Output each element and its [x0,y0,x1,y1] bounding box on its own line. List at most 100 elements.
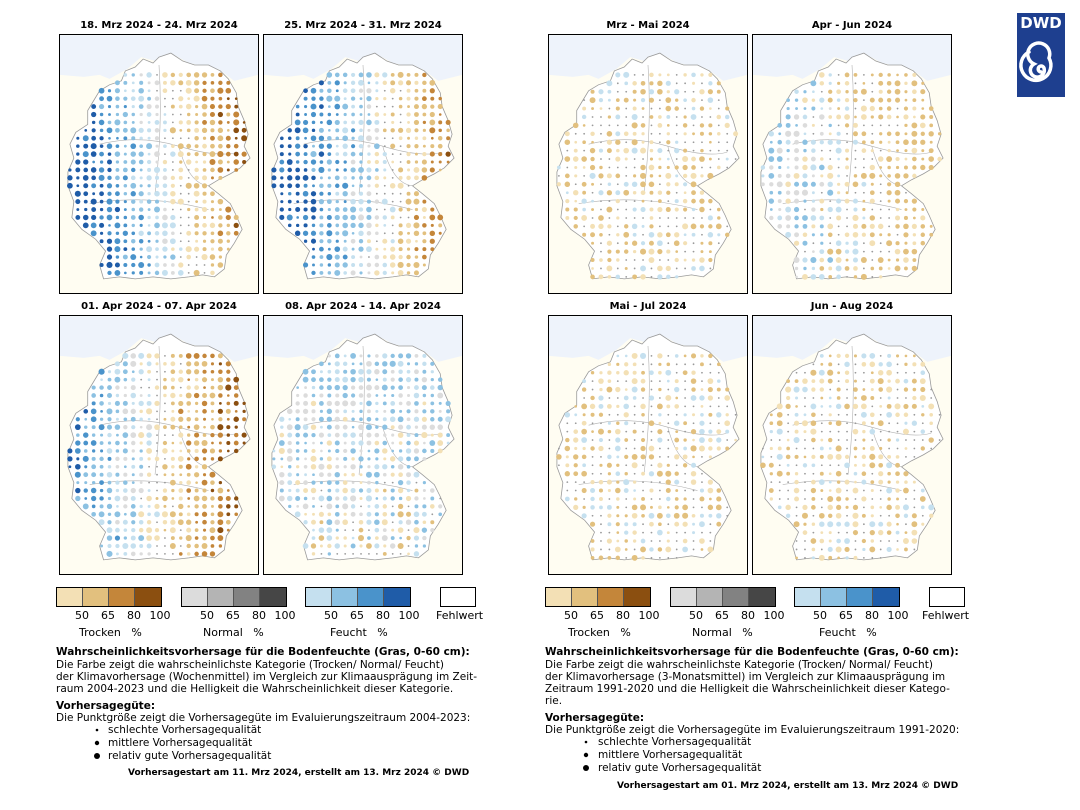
grid-point [582,207,586,212]
grid-point [107,270,112,276]
grid-point [114,495,121,502]
grid-point [819,131,824,136]
grid-point [573,504,579,510]
grid-point [904,90,908,94]
grid-point [397,464,404,470]
grid-point [169,127,176,134]
grid-point [326,527,333,534]
grid-point [786,471,791,476]
grid-point [811,463,816,468]
grid-point [131,528,136,533]
grid-point [312,263,315,267]
grid-point [186,472,191,477]
grid-point [590,446,595,451]
grid-point [375,89,379,93]
grid-point [107,456,112,461]
grid-point [319,223,324,228]
grid-point [82,175,89,181]
grid-point [844,370,850,375]
grid-point [768,172,775,179]
grid-point [406,424,411,430]
grid-point [195,256,198,258]
grid-point [374,119,380,125]
grid-point [879,124,882,127]
grid-point [776,411,783,418]
grid-point [271,175,277,181]
grid-point [131,73,135,77]
grid-point [829,388,832,391]
grid-point [599,463,603,467]
grid-point [156,545,158,547]
grid-point [171,144,175,148]
grid-point [861,454,867,460]
grid-point [430,448,435,453]
grid-point [649,224,654,229]
grid-point [302,424,309,430]
grid-point [343,239,347,243]
grid-point [375,480,379,485]
grid-point [389,183,396,189]
grid-point [279,207,284,212]
grid-point [422,215,426,219]
grid-point [170,104,175,109]
grid-point [225,214,231,221]
grid-point [920,429,926,434]
grid-point [786,379,791,384]
grid-point [581,488,587,494]
grid-point [366,72,372,78]
grid-point [650,531,653,534]
grid-point [162,246,168,252]
grid-point [674,106,679,111]
grid-point [218,120,223,125]
grid-point [896,422,899,425]
grid-point [83,488,88,493]
grid-point [194,512,199,517]
grid-point [146,447,153,454]
grid-point [878,529,884,536]
grid-point [811,505,816,510]
grid-point [414,456,419,462]
grid-point [929,123,934,128]
grid-point [600,455,602,458]
grid-point [177,198,184,205]
grid-point [358,239,364,244]
grid-point [869,453,876,460]
grid-point [707,89,713,95]
grid-point [429,440,436,446]
grid-point [358,207,364,212]
grid-point [327,183,332,188]
grid-point [615,555,621,561]
grid-point [399,409,403,413]
grid-point [382,448,388,454]
grid-point [928,106,934,111]
grid-point [734,158,737,160]
grid-point [421,416,427,422]
grid-point [869,446,875,451]
grid-point [631,386,638,393]
grid-point [123,386,127,390]
grid-point [398,369,403,374]
quality-item-medium: mittlere Vorhersagequalität [598,749,743,761]
grid-point [90,408,97,415]
grid-point [186,416,191,422]
grid-point [122,400,128,406]
grid-point [835,445,842,452]
grid-point [295,223,300,228]
grid-point [399,121,402,124]
grid-point [375,457,379,461]
grid-point [218,441,222,445]
grid-point [667,556,670,559]
grid-point [382,488,387,493]
grid-point [556,182,562,187]
grid-point [279,144,284,149]
grid-point [827,257,834,263]
grid-point [413,119,420,126]
grid-point [430,136,434,140]
grid-point [397,479,404,486]
grid-point [75,487,81,494]
legend-swatch [749,588,775,606]
grid-point [616,166,619,169]
grid-point [123,424,128,430]
quality-item-poor: schlechte Vorhersagequalität [108,724,262,736]
grid-point [607,488,611,493]
